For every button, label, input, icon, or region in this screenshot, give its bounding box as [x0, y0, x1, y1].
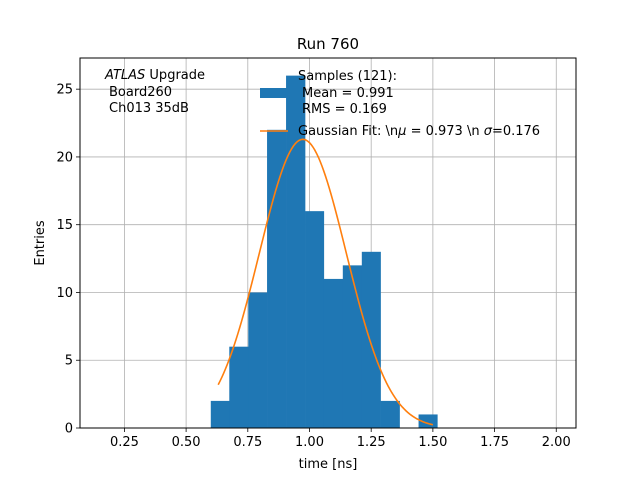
legend-fit-label: Gaussian Fit: \nμ = 0.973 \n σ=0.176	[298, 124, 540, 139]
y-tick-label: 20	[56, 150, 73, 165]
legend-mean: Mean = 0.991	[302, 86, 394, 101]
x-tick-label: 0.50	[172, 435, 201, 450]
histogram-bar	[380, 400, 400, 428]
y-tick-label: 0	[65, 422, 73, 437]
y-tick-label: 5	[65, 354, 73, 369]
histogram-bar	[248, 292, 268, 428]
x-tick-label: 1.50	[418, 435, 447, 450]
x-axis-label: time [ns]	[299, 457, 358, 472]
histogram-bar	[286, 75, 306, 428]
gaussian-fit-line	[217, 138, 434, 426]
histogram-bar	[361, 251, 381, 428]
fit-mu-symbol: μ	[397, 124, 406, 139]
fit-sigma-symbol: σ	[484, 124, 493, 139]
x-tick-label: 0.75	[233, 435, 262, 450]
x-axis-ticks: 0.25 0.50 0.75 1.00 1.25 1.50 1.75 2.00	[110, 428, 571, 450]
y-tick-label: 15	[56, 218, 73, 233]
board-annotation: Board260	[109, 85, 172, 100]
y-tick-label: 25	[56, 83, 73, 98]
histogram-bars	[210, 75, 438, 429]
atlas-annotation: ATLAS Upgrade	[104, 68, 205, 83]
histogram-bar	[267, 129, 287, 429]
y-axis-label: Entries	[33, 220, 48, 266]
histogram-bar	[210, 400, 230, 428]
fit-name: Gaussian Fit: \n	[298, 124, 398, 139]
x-tick-label: 1.00	[295, 435, 324, 450]
channel-annotation: Ch013 35dB	[109, 101, 189, 116]
chart-title: Run 760	[297, 35, 359, 53]
y-axis-ticks: 0 5 10 15 20 25	[56, 83, 80, 437]
fit-sigma-value: =0.176	[492, 124, 540, 139]
x-tick-label: 0.25	[110, 435, 139, 450]
x-tick-label: 1.75	[480, 435, 509, 450]
histogram-bar	[305, 211, 325, 428]
y-tick-label: 10	[56, 286, 73, 301]
legend-histogram-swatch	[260, 88, 288, 98]
x-tick-label: 1.25	[357, 435, 386, 450]
upgrade-word: Upgrade	[149, 68, 205, 83]
legend-rms: RMS = 0.169	[302, 102, 387, 117]
histogram-bar	[229, 346, 249, 428]
histogram-bar	[323, 278, 344, 428]
atlas-word: ATLAS	[104, 68, 145, 83]
legend-histogram-label: Samples (121):	[298, 69, 397, 84]
histogram-bar	[342, 265, 363, 428]
plot-frame	[79, 57, 577, 429]
fit-mu-value: = 0.973 \n	[406, 124, 483, 139]
x-tick-label: 2.00	[542, 435, 571, 450]
